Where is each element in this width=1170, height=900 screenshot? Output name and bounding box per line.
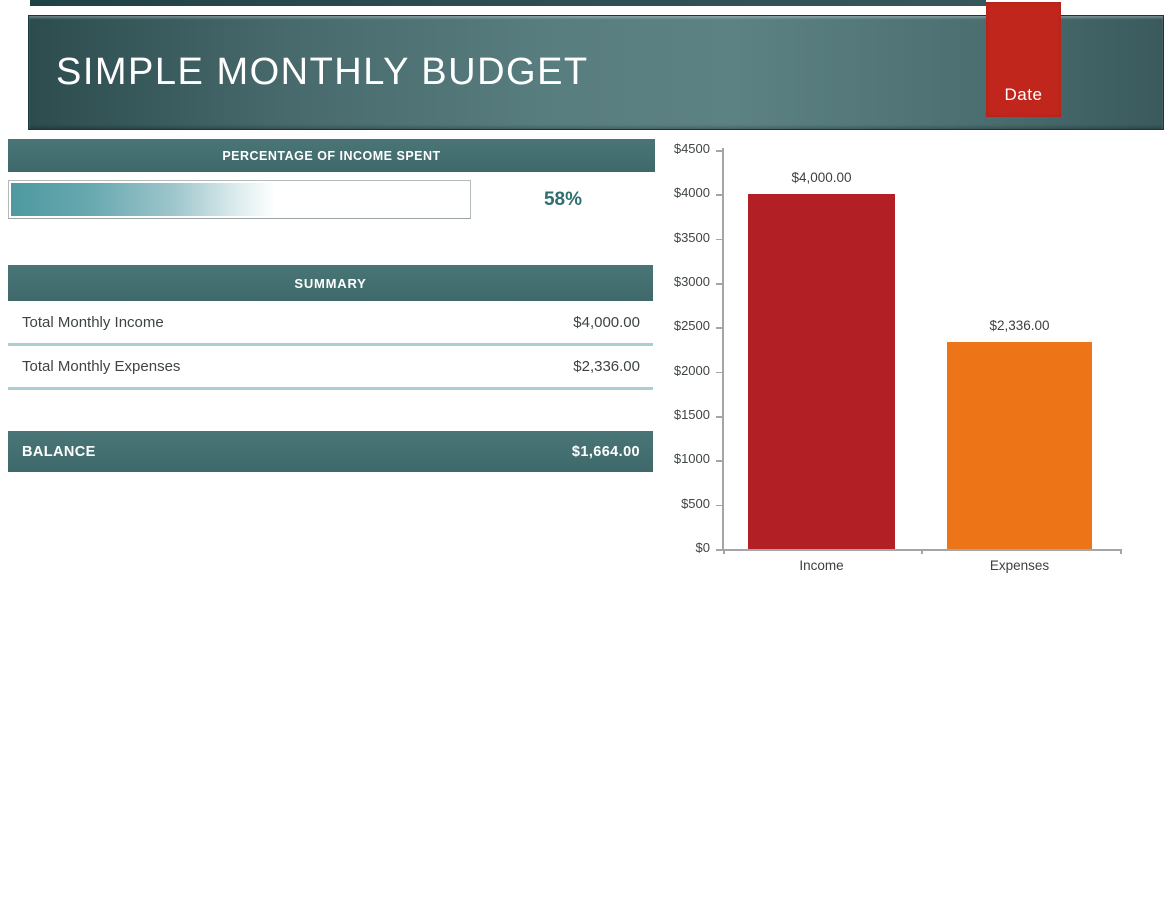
table-row-total-expenses[interactable]: Total Monthly Expenses $2,336.00 (8, 346, 653, 390)
balance-label: BALANCE (22, 443, 96, 460)
y-axis-tick (716, 194, 723, 196)
balance-bar: BALANCE $1,664.00 (8, 431, 653, 472)
y-axis-tick-label: $0 (695, 540, 710, 555)
y-axis-tick (716, 504, 723, 507)
y-axis-tick-label: $2000 (673, 362, 710, 378)
y-axis-tick-label: $2500 (673, 318, 710, 334)
x-axis-tick (1120, 549, 1122, 554)
y-axis-tick (716, 327, 723, 329)
header-accent-strip (30, 0, 986, 6)
y-axis-tick (716, 238, 723, 241)
page-title: SIMPLE MONTHLY BUDGET (56, 51, 589, 93)
y-axis-tick-label: $4000 (673, 185, 710, 201)
percentage-section-header: PERCENTAGE OF INCOME SPENT (8, 139, 655, 172)
y-axis-tick (716, 371, 723, 374)
income-row-value: $4,000.00 (573, 314, 640, 331)
data-label-income: $4,000.00 (791, 170, 852, 186)
y-axis-tick (716, 460, 723, 462)
balance-value: $1,664.00 (571, 443, 640, 460)
summary-section-header: SUMMARY (8, 265, 653, 301)
y-axis-tick (716, 416, 723, 418)
y-axis-tick-label: $500 (681, 495, 710, 511)
y-axis-line (722, 148, 724, 550)
expenses-row-value: $2,336.00 (573, 358, 640, 375)
table-row-total-income[interactable]: Total Monthly Income $4,000.00 (8, 302, 653, 346)
date-tab[interactable]: Date (986, 2, 1061, 117)
y-axis-tick-label: $1500 (673, 407, 710, 422)
percentage-section-title: PERCENTAGE OF INCOME SPENT (222, 148, 441, 163)
income-row-label: Total Monthly Income (22, 314, 164, 331)
x-axis-tick (921, 549, 923, 554)
y-axis-tick-label: $1000 (673, 451, 710, 467)
y-axis-tick-label: $3000 (673, 274, 710, 289)
bar-income[interactable] (748, 194, 895, 549)
title-banner: SIMPLE MONTHLY BUDGET (28, 15, 1164, 130)
y-axis-tick-label: $3500 (673, 229, 710, 245)
y-axis-tick (716, 150, 723, 152)
progress-fill (11, 183, 277, 216)
summary-section-title: SUMMARY (294, 275, 367, 291)
expenses-row-label: Total Monthly Expenses (22, 358, 181, 375)
y-axis-tick (716, 283, 723, 285)
category-label-expenses: Expenses (989, 558, 1050, 573)
date-tab-label: Date (1004, 85, 1043, 104)
category-label-income: Income (799, 558, 844, 573)
bar-expenses[interactable] (947, 341, 1092, 549)
data-label-expenses: $2,336.00 (989, 317, 1050, 333)
y-axis-tick (716, 549, 723, 551)
x-axis-tick (723, 549, 725, 554)
y-axis-tick-label: $4500 (673, 141, 710, 156)
income-spent-progress-bar[interactable] (8, 180, 471, 219)
percent-spent-value: 58% (543, 188, 583, 210)
